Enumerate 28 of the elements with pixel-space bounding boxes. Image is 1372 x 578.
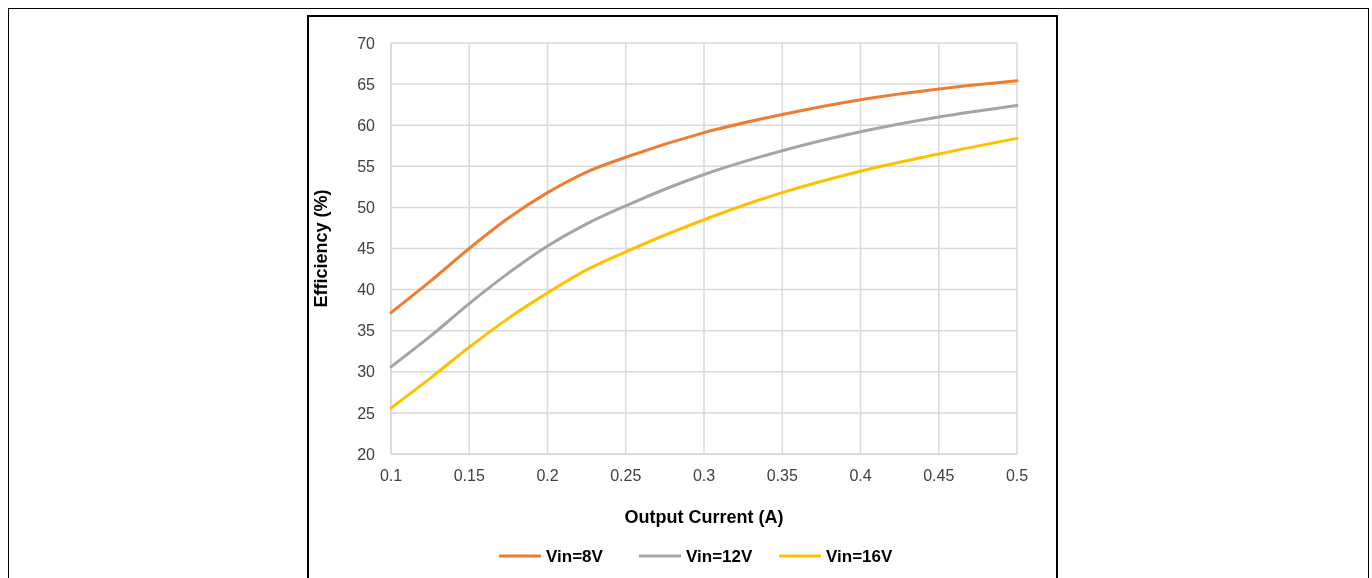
y-tick-label: 40 <box>357 281 376 299</box>
y-tick-label: 70 <box>357 34 376 52</box>
y-tick-label: 60 <box>357 116 376 134</box>
x-axis-title: Output Current (A) <box>624 507 784 527</box>
legend-label: Vin=12V <box>686 546 753 566</box>
y-tick-label: 30 <box>357 363 376 381</box>
line-series <box>389 103 1019 369</box>
line-series <box>389 79 1019 315</box>
y-tick-label: 35 <box>357 322 376 340</box>
y-tick-label: 55 <box>357 157 376 175</box>
legend-label: Vin=8V <box>546 546 604 566</box>
x-tick-label: 0.1 <box>379 467 403 484</box>
y-tick-label: 45 <box>357 240 376 258</box>
legend-label: Vin=16V <box>826 546 893 566</box>
x-tick-label: 0.25 <box>610 467 642 484</box>
x-tick-label: 0.15 <box>453 467 485 484</box>
x-tick-label: 0.2 <box>536 467 559 484</box>
y-tick-label: 50 <box>357 199 376 216</box>
x-tick-label: 0.35 <box>766 467 798 484</box>
y-tick-label: 65 <box>357 75 376 93</box>
y-axis-title: Efficiency (%) <box>311 189 331 308</box>
y-tick-label: 20 <box>357 445 376 463</box>
x-tick-label: 0.5 <box>1005 467 1029 484</box>
y-tick-label: 25 <box>357 404 376 422</box>
x-tick-label: 0.45 <box>923 467 955 484</box>
x-tick-label: 0.3 <box>692 467 716 484</box>
x-tick-label: 0.4 <box>849 467 872 484</box>
line-series <box>389 136 1019 410</box>
